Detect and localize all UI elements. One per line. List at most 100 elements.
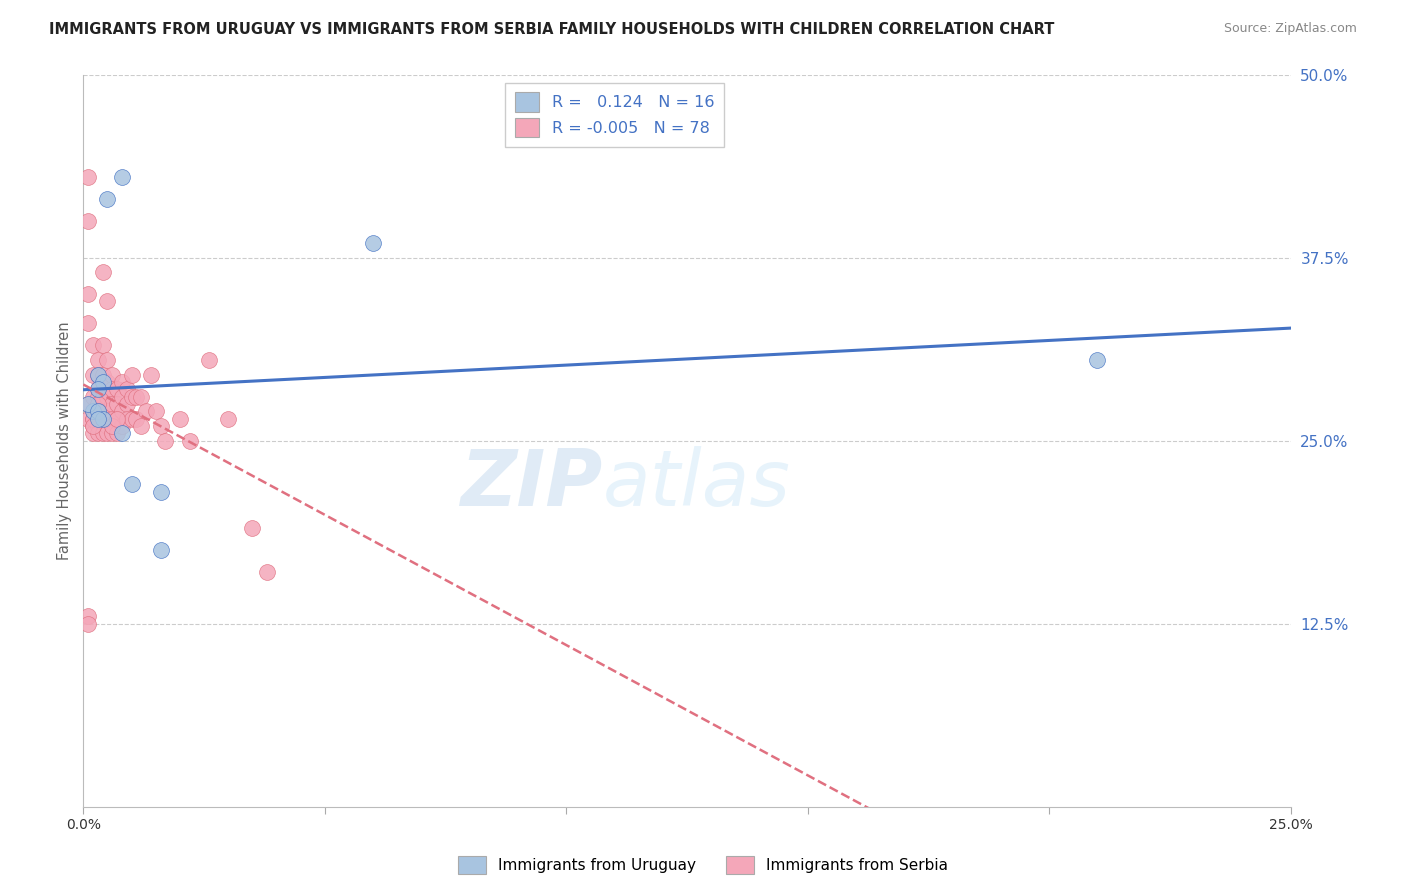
Point — [91, 390, 114, 404]
Legend: Immigrants from Uruguay, Immigrants from Serbia: Immigrants from Uruguay, Immigrants from… — [451, 850, 955, 880]
Point — [96, 353, 118, 368]
Point — [87, 404, 110, 418]
Point — [121, 390, 143, 404]
Point — [87, 390, 110, 404]
Point — [77, 397, 100, 411]
Point — [115, 397, 138, 411]
Point — [87, 368, 110, 382]
Point — [77, 287, 100, 301]
Text: Source: ZipAtlas.com: Source: ZipAtlas.com — [1223, 22, 1357, 36]
Point — [101, 382, 124, 396]
Y-axis label: Family Households with Children: Family Households with Children — [58, 321, 72, 560]
Point — [77, 411, 100, 425]
Point — [129, 390, 152, 404]
Point — [115, 411, 138, 425]
Point — [87, 368, 110, 382]
Point — [91, 265, 114, 279]
Point — [96, 375, 118, 389]
Text: ZIP: ZIP — [460, 447, 602, 523]
Point — [96, 192, 118, 206]
Point — [149, 484, 172, 499]
Point — [77, 317, 100, 331]
Point — [96, 404, 118, 418]
Point — [169, 411, 191, 425]
Point — [77, 214, 100, 228]
Point — [82, 411, 104, 425]
Point — [87, 404, 110, 418]
Point — [101, 426, 124, 441]
Point — [256, 566, 278, 580]
Point — [96, 418, 118, 433]
Point — [115, 382, 138, 396]
Point — [87, 411, 110, 425]
Point — [121, 411, 143, 425]
Point — [125, 390, 148, 404]
Point — [82, 404, 104, 418]
Point — [111, 418, 134, 433]
Point — [82, 404, 104, 418]
Point — [105, 411, 128, 425]
Point — [87, 411, 110, 425]
Point — [179, 434, 201, 448]
Point — [101, 397, 124, 411]
Point — [111, 375, 134, 389]
Point — [145, 404, 167, 418]
Point — [149, 418, 172, 433]
Point — [82, 390, 104, 404]
Point — [77, 169, 100, 184]
Point — [87, 382, 110, 396]
Point — [91, 404, 114, 418]
Point — [105, 382, 128, 396]
Point — [111, 426, 134, 441]
Point — [105, 411, 128, 425]
Point — [96, 390, 118, 404]
Point — [87, 397, 110, 411]
Point — [82, 426, 104, 441]
Point — [217, 411, 239, 425]
Point — [105, 426, 128, 441]
Point — [149, 543, 172, 558]
Point — [91, 368, 114, 382]
Point — [111, 169, 134, 184]
Point — [111, 404, 134, 418]
Point — [135, 404, 157, 418]
Point — [82, 338, 104, 352]
Point — [155, 434, 177, 448]
Point — [77, 609, 100, 624]
Point — [101, 411, 124, 425]
Point — [91, 411, 114, 425]
Point — [198, 353, 221, 368]
Point — [91, 338, 114, 352]
Point — [91, 411, 114, 425]
Point — [121, 477, 143, 491]
Point — [87, 397, 110, 411]
Point — [87, 353, 110, 368]
Point — [82, 418, 104, 433]
Point — [82, 418, 104, 433]
Point — [82, 411, 104, 425]
Point — [101, 418, 124, 433]
Point — [77, 616, 100, 631]
Point — [105, 397, 128, 411]
Point — [121, 368, 143, 382]
Legend: R =   0.124   N = 16, R = -0.005   N = 78: R = 0.124 N = 16, R = -0.005 N = 78 — [505, 82, 724, 147]
Point — [87, 426, 110, 441]
Point — [361, 235, 384, 250]
Point — [87, 382, 110, 396]
Point — [91, 426, 114, 441]
Point — [96, 426, 118, 441]
Text: atlas: atlas — [602, 447, 790, 523]
Point — [240, 521, 263, 535]
Point — [111, 390, 134, 404]
Text: IMMIGRANTS FROM URUGUAY VS IMMIGRANTS FROM SERBIA FAMILY HOUSEHOLDS WITH CHILDRE: IMMIGRANTS FROM URUGUAY VS IMMIGRANTS FR… — [49, 22, 1054, 37]
Point — [82, 368, 104, 382]
Point — [87, 404, 110, 418]
Point — [101, 368, 124, 382]
Point — [139, 368, 162, 382]
Point — [91, 375, 114, 389]
Point — [129, 418, 152, 433]
Point — [77, 397, 100, 411]
Point — [96, 294, 118, 309]
Point — [87, 418, 110, 433]
Point — [125, 411, 148, 425]
